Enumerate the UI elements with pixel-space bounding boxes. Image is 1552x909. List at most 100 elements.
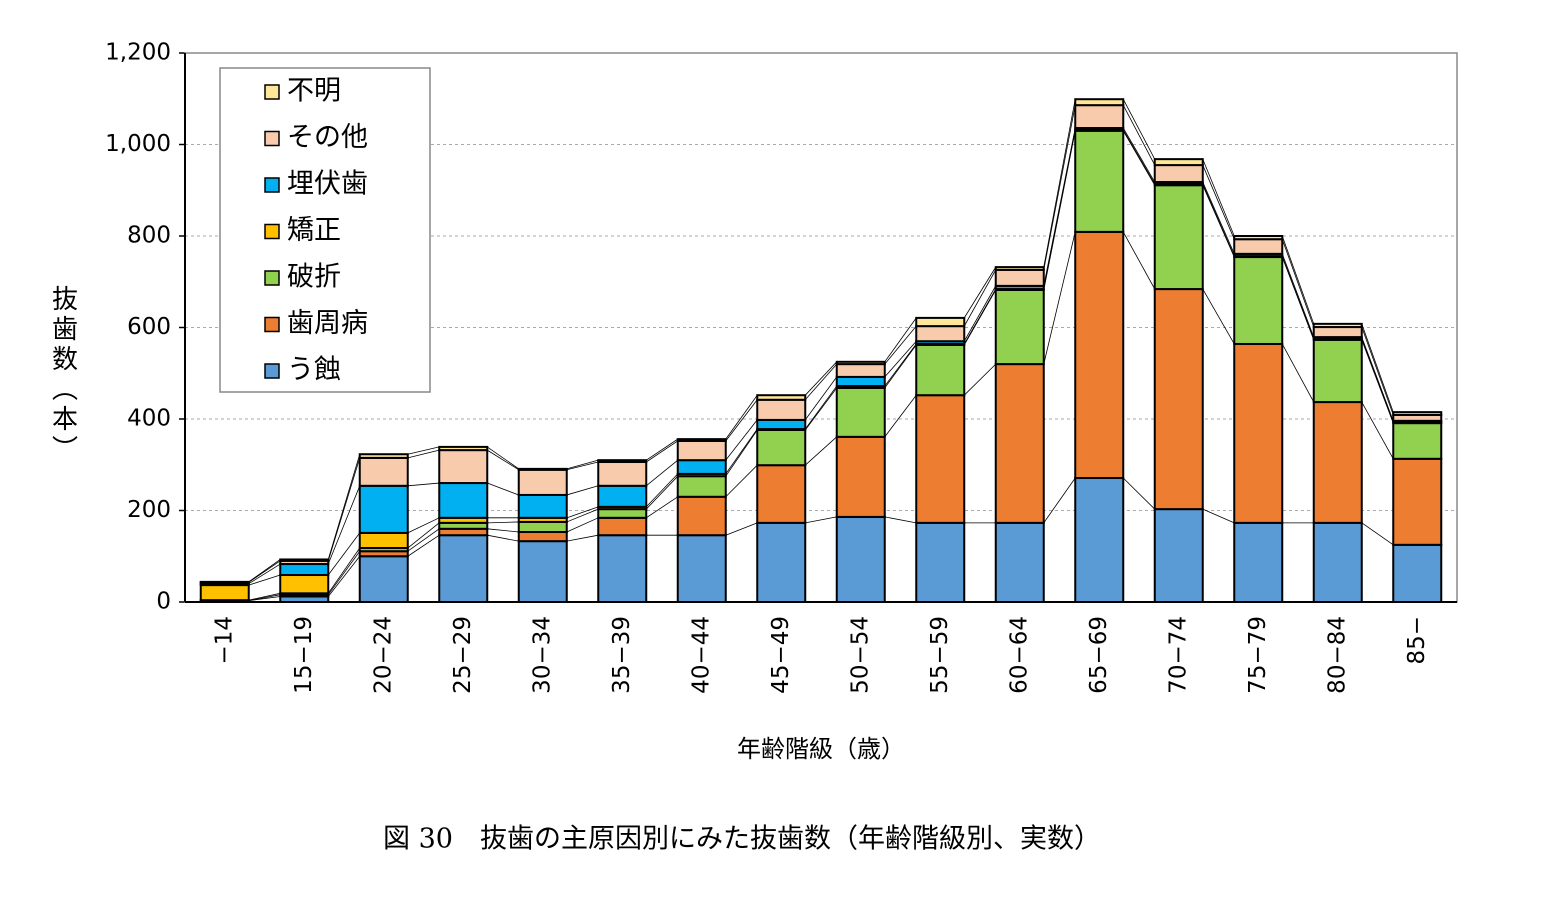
series-connector xyxy=(248,592,281,601)
bar-segment xyxy=(517,493,568,519)
legend-swatch xyxy=(264,363,280,379)
series-connector xyxy=(1202,181,1235,255)
series-connector xyxy=(725,464,758,498)
series-connector xyxy=(1202,164,1235,240)
series-connector xyxy=(725,429,758,477)
x-tick-label: 80−84 xyxy=(1324,616,1350,694)
bar-segment xyxy=(835,360,886,366)
series-connector xyxy=(248,560,281,583)
x-tick-label: 50−54 xyxy=(847,616,873,694)
bar-segment xyxy=(1153,164,1204,184)
bar-segment xyxy=(517,468,568,496)
series-connector xyxy=(407,534,440,557)
series-connector xyxy=(407,482,440,487)
series-connector xyxy=(327,457,361,561)
bar-segment xyxy=(597,461,648,487)
bar-segment xyxy=(994,363,1045,524)
bar-segment xyxy=(835,363,886,378)
bar-segment xyxy=(1312,322,1363,329)
series-connector xyxy=(487,449,519,471)
bar-segment xyxy=(835,386,886,438)
series-connector xyxy=(645,475,679,510)
bar-segment xyxy=(835,435,886,518)
series-connector xyxy=(327,556,361,597)
y-tick-label: 800 xyxy=(127,223,171,249)
bar-segment xyxy=(676,534,727,604)
bar-segment xyxy=(835,375,886,388)
series-connector xyxy=(1281,343,1315,403)
y-tick-label: 1,000 xyxy=(105,131,171,157)
bar-segment xyxy=(597,459,648,464)
series-connector xyxy=(566,461,599,471)
series-connector xyxy=(327,454,361,560)
series-connector xyxy=(1043,105,1076,270)
bar-segment xyxy=(438,534,489,604)
bar-segment xyxy=(676,438,727,442)
x-tick-label: 35−39 xyxy=(609,616,635,694)
bar-segment xyxy=(1074,98,1125,107)
bar-segment xyxy=(279,558,330,562)
x-tick-label: 75−79 xyxy=(1245,616,1271,694)
bar-segment xyxy=(676,475,727,498)
bar-segment xyxy=(597,516,648,537)
bar-segment xyxy=(517,467,568,471)
bar-segment xyxy=(1312,338,1363,404)
series-connector xyxy=(1281,253,1315,338)
legend-swatch xyxy=(264,223,280,240)
series-connector xyxy=(1043,99,1076,268)
legend-label: 破折 xyxy=(287,262,341,293)
series-connector xyxy=(327,550,361,595)
bar-segment xyxy=(1312,401,1363,524)
series-connector xyxy=(646,496,678,519)
series-connector xyxy=(1361,326,1394,416)
series-connector xyxy=(407,522,440,549)
series-connector xyxy=(963,269,997,327)
series-connector xyxy=(725,428,758,475)
bar-segment xyxy=(438,482,489,519)
x-tick-label: 40−44 xyxy=(688,616,714,694)
series-connector xyxy=(645,473,679,508)
legend-swatch xyxy=(264,177,280,193)
series-connector xyxy=(1202,288,1235,345)
series-connector xyxy=(804,376,838,421)
legend-label: 埋伏歯 xyxy=(287,169,368,200)
series-connector xyxy=(248,559,281,583)
bar-segment xyxy=(756,398,807,421)
series-connector xyxy=(963,266,997,319)
chart-title: 図 30 抜歯の主原因別にみた抜歯数（年齢階級別、実数） xyxy=(383,824,1101,855)
bar-segment xyxy=(597,484,648,508)
series-connector xyxy=(1281,235,1315,324)
series-connector xyxy=(804,363,838,401)
series-connector xyxy=(487,482,519,496)
series-connector xyxy=(884,516,917,524)
series-connector xyxy=(1122,477,1156,510)
x-tick-label: 30−34 xyxy=(529,616,555,694)
legend-label: 矯正 xyxy=(287,215,341,246)
series-connector xyxy=(407,528,440,552)
bar-segment xyxy=(1074,104,1125,130)
series-connector xyxy=(884,325,917,365)
series-connector xyxy=(1043,129,1076,290)
bar-segment xyxy=(915,325,966,343)
bar-segment xyxy=(1233,235,1284,241)
series-connector xyxy=(487,446,519,470)
x-axis-title: 年齢階級（歳） xyxy=(737,735,905,763)
series-connector xyxy=(327,485,361,565)
bar-segment xyxy=(1392,543,1443,603)
series-connector xyxy=(566,534,599,542)
series-connector xyxy=(487,534,519,542)
series-connector xyxy=(1122,104,1156,166)
x-tick-label: 70−74 xyxy=(1165,616,1191,694)
series-connector xyxy=(487,528,519,533)
bar-segment xyxy=(1074,230,1125,480)
series-connector xyxy=(566,506,599,519)
legend-swatch xyxy=(264,84,280,100)
series-connector xyxy=(1361,401,1394,459)
bar-segment xyxy=(358,456,409,487)
series-connector xyxy=(963,289,997,346)
bar-segment xyxy=(756,394,807,401)
series-connector xyxy=(1361,522,1394,546)
x-tick-label: 20−24 xyxy=(370,616,396,694)
series-connector xyxy=(1122,231,1156,290)
y-tick-label: 600 xyxy=(127,314,171,340)
